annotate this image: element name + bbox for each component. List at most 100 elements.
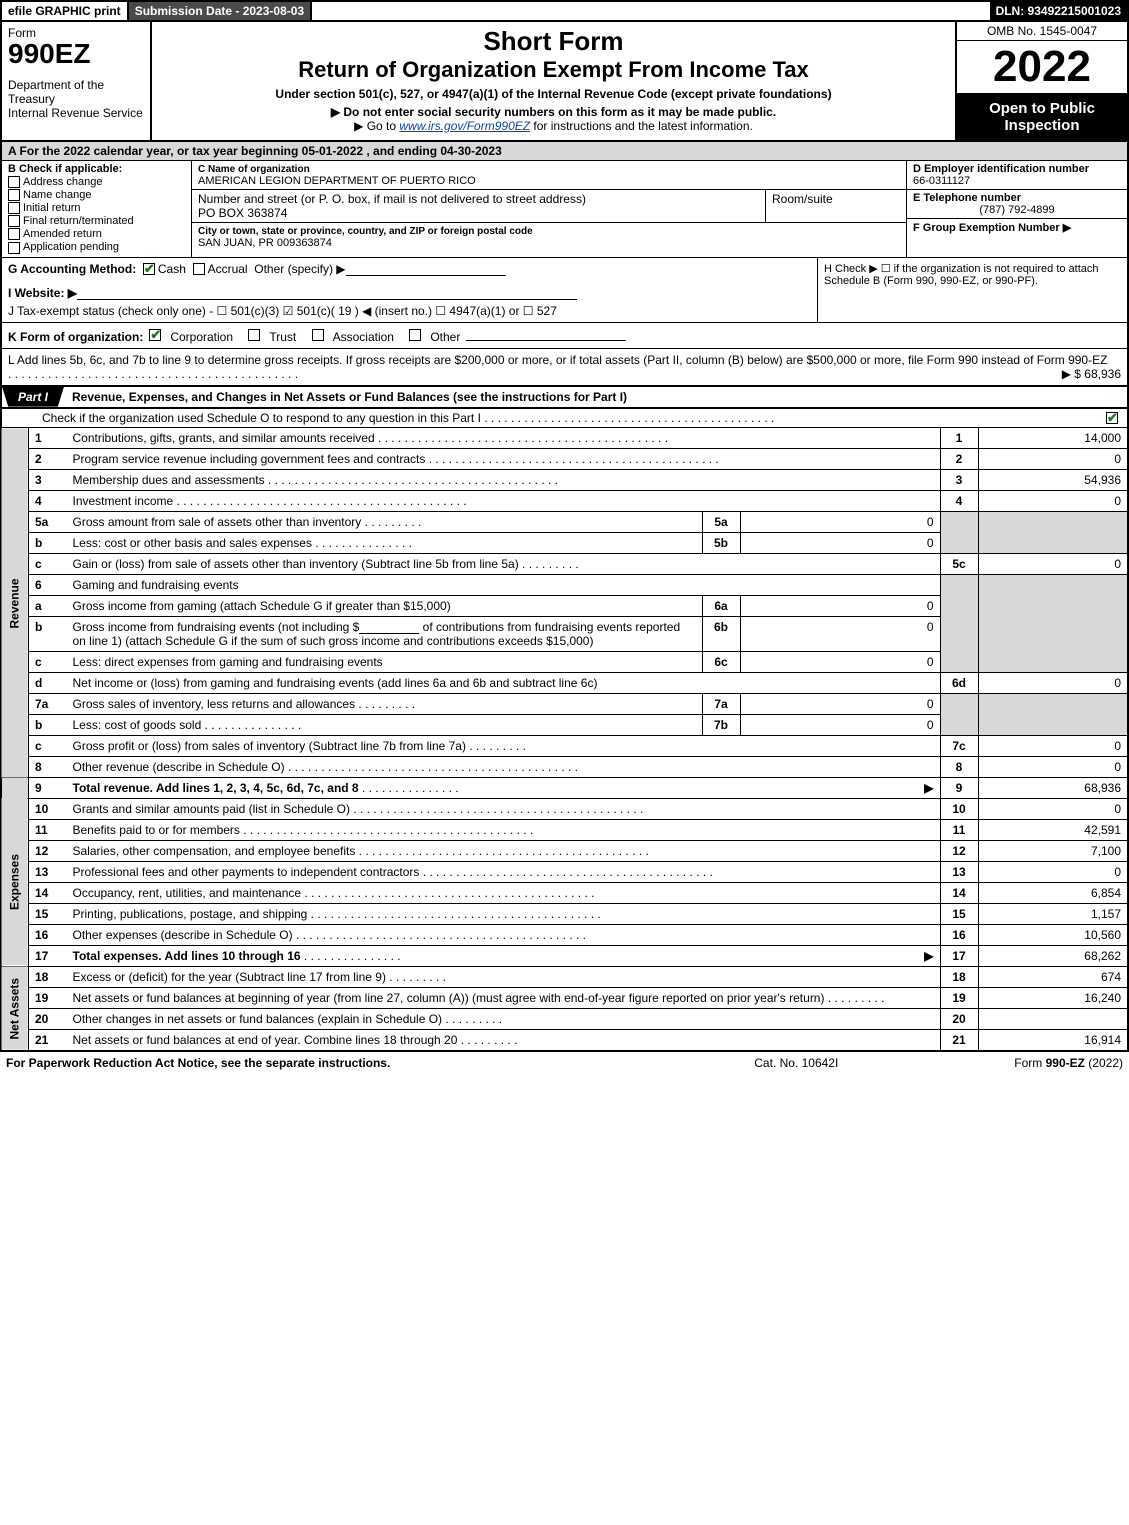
line-7c-desc: Gross profit or (loss) from sales of inv… — [73, 739, 466, 753]
chk-association[interactable] — [312, 329, 324, 341]
line-17-col: 17 — [940, 945, 978, 966]
line-16-amt: 10,560 — [978, 924, 1128, 945]
section-bcdef: B Check if applicable: Address change Na… — [0, 161, 1129, 258]
line-12-no: 12 — [29, 840, 67, 861]
b-label-text: B Check if applicable: — [8, 163, 122, 175]
note-ssn: ▶ Do not enter social security numbers o… — [158, 105, 949, 119]
g-other-label: Other (specify) ▶ — [254, 262, 345, 276]
form-number: 990EZ — [8, 40, 144, 68]
line-6a-desc: Gross income from gaming (attach Schedul… — [67, 595, 703, 616]
line-6b-no: b — [29, 616, 67, 651]
l-text: L Add lines 5b, 6c, and 7b to line 9 to … — [8, 353, 1107, 367]
line-6c-sublbl: 6c — [702, 651, 740, 672]
irs-link[interactable]: www.irs.gov/Form990EZ — [399, 119, 530, 133]
line-18-dots — [386, 970, 446, 984]
line-6c-no: c — [29, 651, 67, 672]
sidebar-gap-1 — [1, 777, 29, 798]
gray-6abc — [940, 574, 978, 672]
footer-formref: Form 990-EZ (2022) — [1014, 1056, 1123, 1070]
chk-cash[interactable] — [143, 263, 155, 275]
section-l: L Add lines 5b, 6c, and 7b to line 9 to … — [0, 349, 1129, 386]
line-20-col: 20 — [940, 1008, 978, 1029]
note-link: ▶ Go to www.irs.gov/Form990EZ for instru… — [158, 119, 949, 133]
line-15-no: 15 — [29, 903, 67, 924]
line-5a-sublbl: 5a — [702, 511, 740, 532]
line-17-no: 17 — [29, 945, 67, 966]
line-1-desc: Contributions, gifts, grants, and simila… — [73, 431, 375, 445]
footer-form-no: 990-EZ — [1046, 1056, 1085, 1070]
line-11-col: 11 — [940, 819, 978, 840]
chk-accrual[interactable] — [193, 263, 205, 275]
g-other-input[interactable] — [346, 262, 506, 276]
dept-label: Department of the Treasury Internal Reve… — [8, 78, 144, 120]
part1-tab: Part I — [2, 387, 64, 407]
line-17-dots — [301, 949, 401, 963]
website-input[interactable] — [77, 286, 577, 300]
chk-address-change[interactable]: Address change — [8, 176, 185, 188]
lines-table: Revenue 1 Contributions, gifts, grants, … — [0, 428, 1129, 1052]
line-19-dots — [824, 991, 884, 1005]
line-11-amt: 42,591 — [978, 819, 1128, 840]
chk-trust[interactable] — [248, 329, 260, 341]
chk-initial-return[interactable]: Initial return — [8, 202, 185, 214]
line-19-amt: 16,240 — [978, 987, 1128, 1008]
line-14-amt: 6,854 — [978, 882, 1128, 903]
line-1-no: 1 — [29, 428, 67, 449]
line-14-no: 14 — [29, 882, 67, 903]
line-18-desc: Excess or (deficit) for the year (Subtra… — [73, 970, 386, 984]
line-3-desc: Membership dues and assessments — [73, 473, 265, 487]
line-3-amt: 54,936 — [978, 469, 1128, 490]
line-6b-blank[interactable] — [359, 620, 419, 634]
line-21-no: 21 — [29, 1029, 67, 1051]
line-2-col: 2 — [940, 448, 978, 469]
line-6d-desc: Net income or (loss) from gaming and fun… — [67, 672, 941, 693]
line-20-desc: Other changes in net assets or fund bala… — [73, 1012, 443, 1026]
line-5b-no: b — [29, 532, 67, 553]
section-h: H Check ▶ ☐ if the organization is not r… — [817, 258, 1127, 322]
line-9-col: 9 — [940, 777, 978, 798]
line-6a-subamt: 0 — [740, 595, 940, 616]
chk-final-return[interactable]: Final return/terminated — [8, 215, 185, 227]
line-7a-no: 7a — [29, 693, 67, 714]
line-4-amt: 0 — [978, 490, 1128, 511]
topbar-spacer — [312, 2, 989, 20]
phone-value: (787) 792-4899 — [913, 204, 1121, 216]
link-post: for instructions and the latest informat… — [530, 119, 753, 133]
line-5b-subamt: 0 — [740, 532, 940, 553]
chk-corp-label: Corporation — [170, 330, 233, 344]
chk-name-change[interactable]: Name change — [8, 189, 185, 201]
line-19-col: 19 — [940, 987, 978, 1008]
chk-other[interactable] — [409, 329, 421, 341]
line-7b-subamt: 0 — [740, 714, 940, 735]
line-14-col: 14 — [940, 882, 978, 903]
chk-other-label: Other — [430, 330, 460, 344]
chk-final-label: Final return/terminated — [23, 215, 134, 227]
line-12-amt: 7,100 — [978, 840, 1128, 861]
line-20-amt — [978, 1008, 1128, 1029]
tax-year: 2022 — [957, 41, 1127, 94]
k-other-input[interactable] — [466, 327, 626, 341]
ein-label: D Employer identification number — [913, 163, 1089, 175]
chk-app-pending-label: Application pending — [23, 241, 119, 253]
line-5c-amt: 0 — [978, 553, 1128, 574]
line-6d-amt: 0 — [978, 672, 1128, 693]
line-10-col: 10 — [940, 798, 978, 819]
section-b: B Check if applicable: Address change Na… — [2, 161, 192, 257]
line-12-col: 12 — [940, 840, 978, 861]
chk-name-change-label: Name change — [23, 189, 92, 201]
line-21-desc: Net assets or fund balances at end of ye… — [73, 1033, 458, 1047]
chk-corporation[interactable] — [149, 329, 161, 341]
part1-header: Part I Revenue, Expenses, and Changes in… — [0, 386, 1129, 409]
chk-application-pending[interactable]: Application pending — [8, 241, 185, 253]
line-9-no: 9 — [29, 777, 67, 798]
section-e: E Telephone number (787) 792-4899 — [907, 190, 1127, 219]
line-5c-col: 5c — [940, 553, 978, 574]
line-7c-col: 7c — [940, 735, 978, 756]
chk-amended-return[interactable]: Amended return — [8, 228, 185, 240]
line-5a-desc: Gross amount from sale of assets other t… — [73, 515, 362, 529]
line-6-desc: Gaming and fundraising events — [67, 574, 941, 595]
line-17-desc: Total expenses. Add lines 10 through 16 — [73, 949, 301, 963]
form-header: Form 990EZ Department of the Treasury In… — [0, 22, 1129, 142]
chk-schedule-o[interactable] — [1106, 412, 1118, 424]
line-21-dots — [457, 1033, 517, 1047]
